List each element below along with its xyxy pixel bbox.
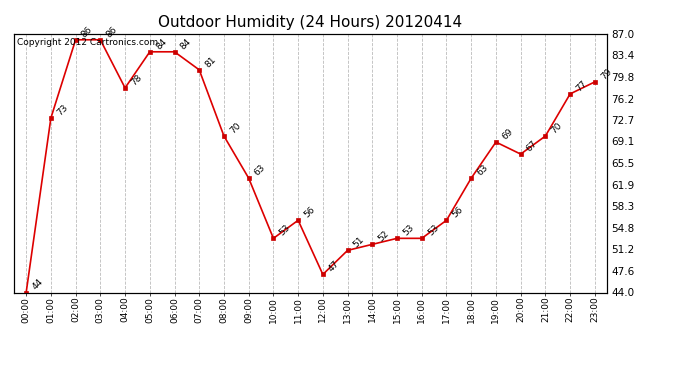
- Text: 73: 73: [55, 103, 70, 117]
- Text: 56: 56: [302, 205, 317, 219]
- Text: 47: 47: [327, 259, 342, 274]
- Text: 79: 79: [599, 67, 613, 81]
- Text: 86: 86: [104, 24, 119, 39]
- Text: 81: 81: [204, 55, 218, 69]
- Text: 53: 53: [426, 223, 440, 238]
- Text: 44: 44: [30, 278, 45, 292]
- Text: 56: 56: [451, 205, 465, 219]
- Text: 77: 77: [574, 79, 589, 93]
- Text: 67: 67: [525, 139, 540, 153]
- Text: 53: 53: [277, 223, 292, 238]
- Text: 70: 70: [228, 121, 243, 135]
- Text: Copyright 2012 Cartronics.com: Copyright 2012 Cartronics.com: [17, 38, 158, 46]
- Text: 78: 78: [129, 73, 144, 87]
- Text: 84: 84: [179, 37, 193, 51]
- Text: 63: 63: [253, 163, 267, 177]
- Text: 51: 51: [352, 235, 366, 250]
- Text: 84: 84: [154, 37, 168, 51]
- Text: 70: 70: [549, 121, 564, 135]
- Text: 86: 86: [80, 24, 95, 39]
- Text: 53: 53: [401, 223, 415, 238]
- Title: Outdoor Humidity (24 Hours) 20120414: Outdoor Humidity (24 Hours) 20120414: [159, 15, 462, 30]
- Text: 63: 63: [475, 163, 490, 177]
- Text: 69: 69: [500, 127, 515, 141]
- Text: 52: 52: [377, 229, 391, 244]
